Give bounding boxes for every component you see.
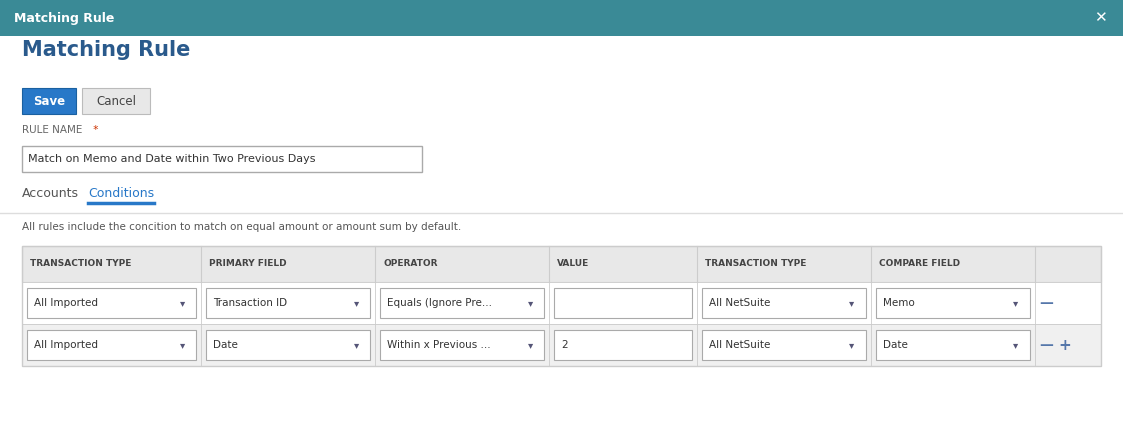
Text: ▾: ▾ bbox=[354, 340, 359, 350]
Bar bbox=[22, 246, 1101, 366]
Text: All Imported: All Imported bbox=[34, 340, 98, 350]
Bar bbox=[82, 88, 150, 114]
Text: +: + bbox=[1058, 337, 1071, 352]
Text: ▾: ▾ bbox=[849, 340, 855, 350]
Text: ▾: ▾ bbox=[180, 340, 185, 350]
Text: ✕: ✕ bbox=[1094, 11, 1106, 26]
Text: *: * bbox=[90, 125, 99, 135]
Text: TRANSACTION TYPE: TRANSACTION TYPE bbox=[705, 260, 806, 269]
Text: Transaction ID: Transaction ID bbox=[213, 298, 287, 308]
Text: ▾: ▾ bbox=[849, 298, 855, 308]
Text: Within x Previous ...: Within x Previous ... bbox=[387, 340, 491, 350]
Text: Accounts: Accounts bbox=[22, 187, 79, 199]
Text: RULE NAME: RULE NAME bbox=[22, 125, 82, 135]
Text: All rules include the concition to match on equal amount or amount sum by defaul: All rules include the concition to match… bbox=[22, 222, 462, 232]
Text: 2: 2 bbox=[562, 340, 568, 350]
Text: All NetSuite: All NetSuite bbox=[709, 340, 770, 350]
Bar bbox=[0, 0, 1123, 36]
Text: Cancel: Cancel bbox=[95, 94, 136, 108]
Text: PRIMARY FIELD: PRIMARY FIELD bbox=[209, 260, 287, 269]
Text: Matching Rule: Matching Rule bbox=[22, 40, 191, 60]
Text: ▾: ▾ bbox=[528, 298, 533, 308]
Text: —: — bbox=[1040, 338, 1053, 352]
Bar bbox=[207, 288, 371, 318]
Text: ▾: ▾ bbox=[1013, 340, 1019, 350]
Bar bbox=[22, 146, 422, 172]
Bar bbox=[876, 288, 1030, 318]
Bar bbox=[22, 246, 1101, 282]
Bar bbox=[27, 330, 197, 360]
Bar bbox=[381, 330, 545, 360]
Text: ▾: ▾ bbox=[180, 298, 185, 308]
Bar bbox=[555, 288, 692, 318]
Bar bbox=[702, 330, 866, 360]
Text: VALUE: VALUE bbox=[557, 260, 590, 269]
Bar bbox=[876, 330, 1030, 360]
Text: Save: Save bbox=[33, 94, 65, 108]
Bar bbox=[22, 88, 76, 114]
Text: OPERATOR: OPERATOR bbox=[383, 260, 438, 269]
Bar bbox=[22, 324, 1101, 366]
Text: Date: Date bbox=[213, 340, 238, 350]
Text: ▾: ▾ bbox=[354, 298, 359, 308]
Bar bbox=[27, 288, 197, 318]
Text: —: — bbox=[1040, 296, 1053, 310]
Text: ▾: ▾ bbox=[1013, 298, 1019, 308]
Text: Conditions: Conditions bbox=[88, 187, 154, 199]
Bar bbox=[555, 330, 692, 360]
Text: Match on Memo and Date within Two Previous Days: Match on Memo and Date within Two Previo… bbox=[28, 154, 316, 164]
Text: COMPARE FIELD: COMPARE FIELD bbox=[879, 260, 960, 269]
Bar bbox=[381, 288, 545, 318]
Text: All Imported: All Imported bbox=[34, 298, 98, 308]
Text: Equals (Ignore Pre...: Equals (Ignore Pre... bbox=[387, 298, 492, 308]
Text: TRANSACTION TYPE: TRANSACTION TYPE bbox=[30, 260, 131, 269]
Bar bbox=[207, 330, 371, 360]
Text: Memo: Memo bbox=[883, 298, 915, 308]
Bar bbox=[22, 282, 1101, 324]
Text: ▾: ▾ bbox=[528, 340, 533, 350]
Text: All NetSuite: All NetSuite bbox=[709, 298, 770, 308]
Text: Date: Date bbox=[883, 340, 907, 350]
Bar bbox=[702, 288, 866, 318]
Text: Matching Rule: Matching Rule bbox=[13, 11, 115, 25]
